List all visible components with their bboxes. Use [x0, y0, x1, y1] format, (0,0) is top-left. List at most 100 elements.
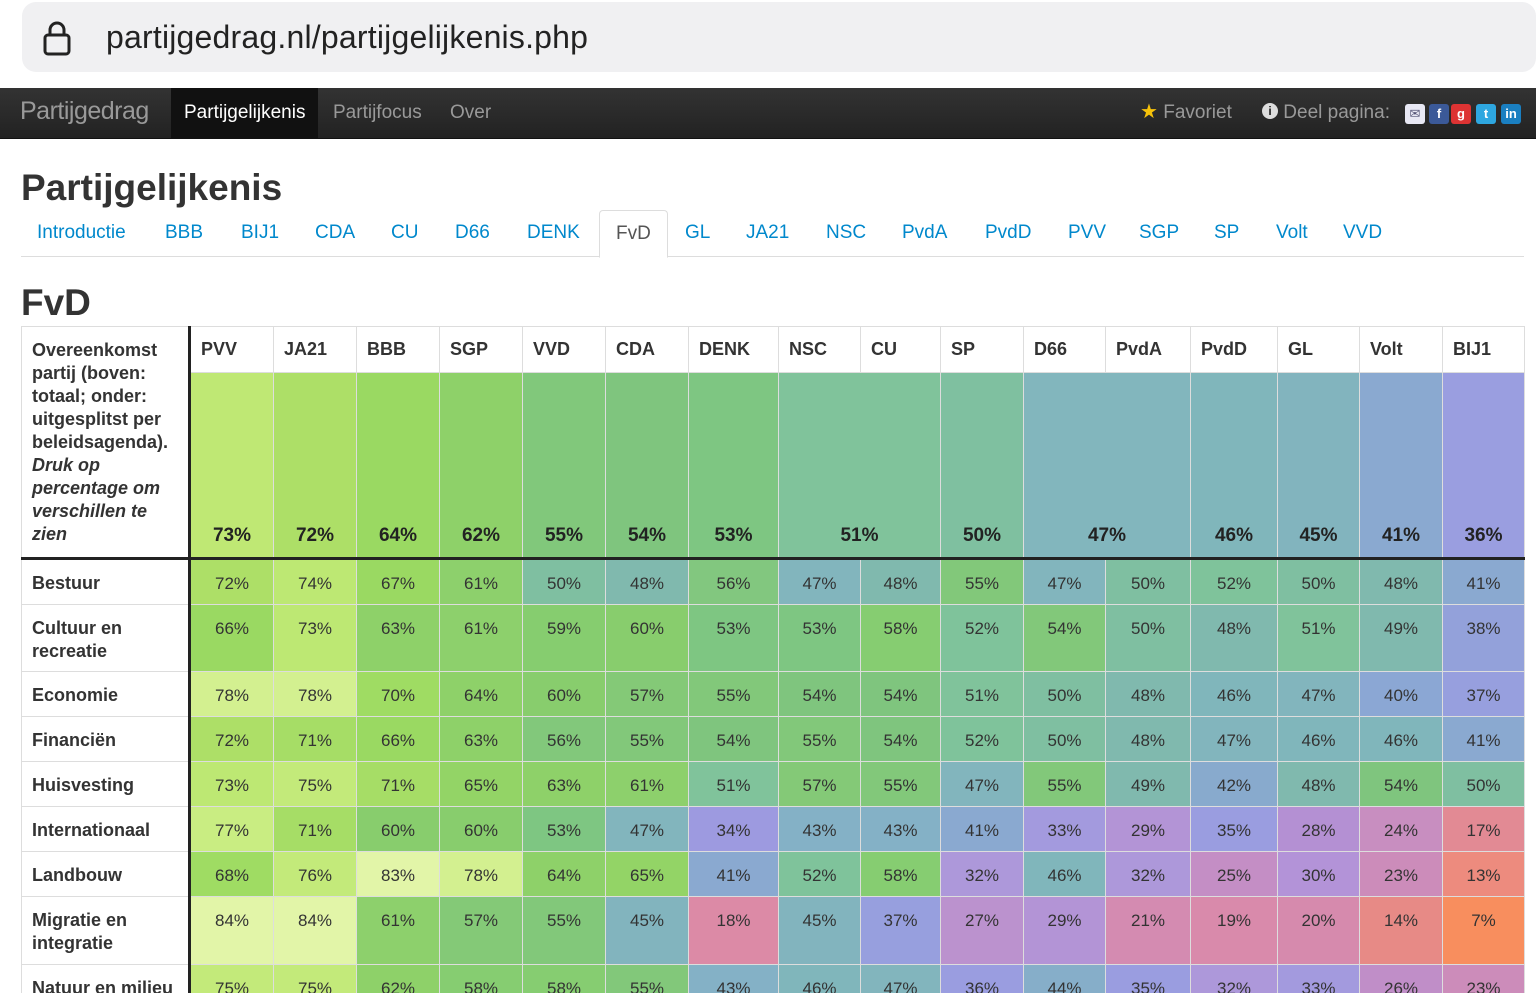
percentage-cell[interactable]: 47%	[1023, 558, 1106, 605]
total-percentage[interactable]: 55%	[522, 372, 606, 560]
percentage-cell[interactable]: 61%	[439, 558, 523, 605]
tab-introductie[interactable]: Introductie	[37, 222, 126, 243]
percentage-cell[interactable]: 52%	[1190, 558, 1278, 605]
percentage-cell[interactable]: 13%	[1442, 851, 1525, 897]
percentage-cell[interactable]: 60%	[522, 671, 606, 717]
percentage-cell[interactable]: 41%	[688, 851, 779, 897]
percentage-cell[interactable]: 47%	[778, 558, 861, 605]
percentage-cell[interactable]: 73%	[189, 761, 274, 807]
percentage-cell[interactable]: 47%	[605, 806, 689, 852]
percentage-cell[interactable]: 75%	[189, 964, 274, 993]
percentage-cell[interactable]: 23%	[1442, 964, 1525, 993]
percentage-cell[interactable]: 70%	[356, 671, 440, 717]
percentage-cell[interactable]: 72%	[189, 716, 274, 762]
url-text[interactable]: partijgedrag.nl/partijgelijkenis.php	[106, 19, 589, 55]
favoriet-link[interactable]: ★ Favoriet	[1140, 88, 1232, 139]
google-share-icon[interactable]: g	[1451, 104, 1471, 124]
percentage-cell[interactable]: 36%	[940, 964, 1024, 993]
percentage-cell[interactable]: 76%	[273, 851, 357, 897]
percentage-cell[interactable]: 48%	[1105, 671, 1191, 717]
percentage-cell[interactable]: 50%	[1105, 604, 1191, 672]
percentage-cell[interactable]: 73%	[273, 604, 357, 672]
percentage-cell[interactable]: 84%	[189, 896, 274, 965]
percentage-cell[interactable]: 52%	[778, 851, 861, 897]
percentage-cell[interactable]: 43%	[778, 806, 861, 852]
twitter-share-icon[interactable]: t	[1476, 104, 1496, 124]
percentage-cell[interactable]: 41%	[1442, 716, 1525, 762]
percentage-cell[interactable]: 55%	[1023, 761, 1106, 807]
percentage-cell[interactable]: 58%	[522, 964, 606, 993]
percentage-cell[interactable]: 58%	[860, 851, 941, 897]
percentage-cell[interactable]: 63%	[522, 761, 606, 807]
percentage-cell[interactable]: 50%	[522, 558, 606, 605]
percentage-cell[interactable]: 75%	[273, 761, 357, 807]
percentage-cell[interactable]: 49%	[1359, 604, 1443, 672]
total-percentage[interactable]: 50%	[940, 372, 1024, 560]
percentage-cell[interactable]: 60%	[605, 604, 689, 672]
percentage-cell[interactable]: 53%	[522, 806, 606, 852]
percentage-cell[interactable]: 42%	[1190, 761, 1278, 807]
percentage-cell[interactable]: 55%	[605, 716, 689, 762]
percentage-cell[interactable]: 46%	[1190, 671, 1278, 717]
tab-pvdd[interactable]: PvdD	[985, 222, 1032, 243]
percentage-cell[interactable]: 57%	[605, 671, 689, 717]
percentage-cell[interactable]: 46%	[1277, 716, 1360, 762]
percentage-cell[interactable]: 61%	[439, 604, 523, 672]
percentage-cell[interactable]: 55%	[860, 761, 941, 807]
percentage-cell[interactable]: 25%	[1190, 851, 1278, 897]
percentage-cell[interactable]: 47%	[860, 964, 941, 993]
tab-vvd[interactable]: VVD	[1343, 222, 1383, 243]
percentage-cell[interactable]: 54%	[860, 716, 941, 762]
total-percentage[interactable]: 73%	[189, 372, 274, 560]
percentage-cell[interactable]: 40%	[1359, 671, 1443, 717]
percentage-cell[interactable]: 48%	[1359, 558, 1443, 605]
percentage-cell[interactable]: 55%	[605, 964, 689, 993]
linkedin-share-icon[interactable]: in	[1501, 104, 1521, 124]
percentage-cell[interactable]: 7%	[1442, 896, 1525, 965]
percentage-cell[interactable]: 75%	[273, 964, 357, 993]
percentage-cell[interactable]: 59%	[522, 604, 606, 672]
total-percentage[interactable]: 36%	[1442, 372, 1525, 560]
percentage-cell[interactable]: 53%	[778, 604, 861, 672]
percentage-cell[interactable]: 35%	[1190, 806, 1278, 852]
percentage-cell[interactable]: 78%	[189, 671, 274, 717]
percentage-cell[interactable]: 66%	[189, 604, 274, 672]
percentage-cell[interactable]: 47%	[1190, 716, 1278, 762]
percentage-cell[interactable]: 41%	[940, 806, 1024, 852]
tab-nsc[interactable]: NSC	[826, 222, 867, 243]
percentage-cell[interactable]: 33%	[1277, 964, 1360, 993]
percentage-cell[interactable]: 50%	[1105, 558, 1191, 605]
total-percentage[interactable]: 54%	[605, 372, 689, 560]
percentage-cell[interactable]: 32%	[1190, 964, 1278, 993]
percentage-cell[interactable]: 50%	[1442, 761, 1525, 807]
percentage-cell[interactable]: 72%	[189, 558, 274, 605]
percentage-cell[interactable]: 55%	[940, 558, 1024, 605]
percentage-cell[interactable]: 32%	[940, 851, 1024, 897]
email-share-icon[interactable]: ✉	[1405, 104, 1425, 124]
percentage-cell[interactable]: 54%	[860, 671, 941, 717]
tab-gl[interactable]: GL	[685, 222, 711, 243]
percentage-cell[interactable]: 56%	[522, 716, 606, 762]
percentage-cell[interactable]: 65%	[605, 851, 689, 897]
percentage-cell[interactable]: 37%	[860, 896, 941, 965]
tab-sgp[interactable]: SGP	[1139, 222, 1180, 243]
tab-sp[interactable]: SP	[1214, 222, 1240, 243]
tab-pvv[interactable]: PVV	[1068, 222, 1107, 243]
nav-over[interactable]: Over	[450, 102, 492, 123]
percentage-cell[interactable]: 29%	[1023, 896, 1106, 965]
percentage-cell[interactable]: 63%	[439, 716, 523, 762]
percentage-cell[interactable]: 51%	[940, 671, 1024, 717]
percentage-cell[interactable]: 50%	[1023, 716, 1106, 762]
tab-bbb[interactable]: BBB	[165, 222, 204, 243]
tab-d66[interactable]: D66	[455, 222, 490, 243]
percentage-cell[interactable]: 55%	[778, 716, 861, 762]
total-percentage[interactable]: 64%	[356, 372, 440, 560]
percentage-cell[interactable]: 37%	[1442, 671, 1525, 717]
percentage-cell[interactable]: 66%	[356, 716, 440, 762]
percentage-cell[interactable]: 47%	[1277, 671, 1360, 717]
total-percentage[interactable]: 46%	[1190, 372, 1278, 560]
tab-volt[interactable]: Volt	[1276, 222, 1308, 243]
percentage-cell[interactable]: 57%	[778, 761, 861, 807]
nav-partijgelijkenis[interactable]: Partijgelijkenis	[171, 88, 319, 139]
tab-cda[interactable]: CDA	[315, 222, 356, 243]
